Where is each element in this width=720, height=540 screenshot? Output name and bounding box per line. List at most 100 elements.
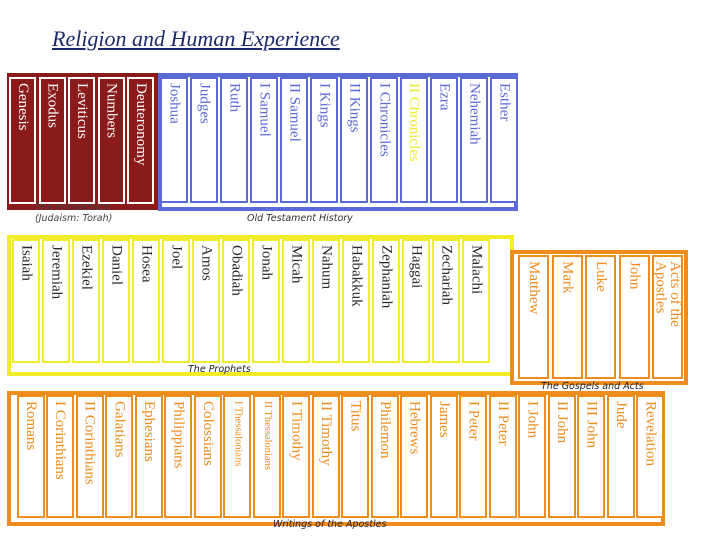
book-amos: Amos xyxy=(192,239,220,363)
book-label: II Kings xyxy=(346,83,363,133)
book-label: Haggai xyxy=(408,245,425,289)
book-label: Colossians xyxy=(200,401,216,467)
book-titus: Titus xyxy=(341,395,369,518)
book-label: I Thessalonians xyxy=(232,401,244,467)
book-label: Numbers xyxy=(103,83,120,138)
book-label: Genesis xyxy=(15,83,31,131)
book-leviticus: Leviticus xyxy=(68,77,95,204)
book-matthew: Matthew xyxy=(518,255,549,379)
book-label: Amos xyxy=(198,245,215,281)
book-label: Daniel xyxy=(108,245,125,285)
book-daniel: Daniel xyxy=(102,239,130,363)
book-label: Nehemiah xyxy=(466,83,483,145)
book-nahum: Nahum xyxy=(312,239,340,363)
book-label: Hosea xyxy=(138,245,155,283)
book-label: Romans xyxy=(23,401,39,451)
book-label: II Thessalonians xyxy=(261,401,273,470)
book-ii-kings: II Kings xyxy=(340,77,368,203)
book-label: Esther xyxy=(496,83,513,122)
book-ephesians: Ephesians xyxy=(134,395,163,518)
book-malachi: Malachi xyxy=(462,239,490,363)
book-label: II Chronicles xyxy=(406,83,423,162)
book-label: Philemon xyxy=(377,401,393,459)
book-i-samuel: I Samuel xyxy=(250,77,278,203)
book-galatians: Galatians xyxy=(105,395,133,518)
book-colossians: Colossians xyxy=(193,395,222,518)
book-label: Matthew xyxy=(526,261,542,315)
book-label: II Corinthians xyxy=(81,401,98,485)
book-ezra: Ezra xyxy=(430,77,458,203)
book-mark: Mark xyxy=(551,255,583,379)
book-philippians: Philippians xyxy=(164,395,192,518)
book-ii-peter: II Peter xyxy=(488,395,517,518)
book-label: I Peter xyxy=(465,401,482,441)
book-genesis: Genesis xyxy=(9,77,36,204)
book-label: Nahum xyxy=(318,245,335,290)
book-label: Philippians xyxy=(170,401,187,469)
book-label: Isaiah xyxy=(18,245,35,281)
writings-label: Writings of the Apostles xyxy=(273,519,387,530)
book-obadiah: Obadiah xyxy=(222,239,250,363)
book-exodus: Exodus xyxy=(38,77,66,204)
book-ii-chronicles: II Chronicles xyxy=(400,77,428,203)
book-isaiah: Isaiah xyxy=(12,239,40,363)
book-label: Zephaniah xyxy=(378,245,395,309)
book-john: John xyxy=(618,255,650,379)
book-label: I John xyxy=(524,401,541,439)
book-ii-thessalonians: II Thessalonians xyxy=(252,395,281,518)
book-ezekiel: Ezekiel xyxy=(72,239,100,363)
book-label: Habakkuk xyxy=(348,245,365,307)
book-ii-samuel: II Samuel xyxy=(280,77,308,203)
book-i-kings: I Kings xyxy=(310,77,338,203)
book-joshua: Joshua xyxy=(160,77,188,203)
book-label: Exodus xyxy=(44,83,61,128)
book-i-corinthians: I Corinthians xyxy=(46,395,74,518)
book-label: Luke xyxy=(593,261,609,292)
book-label: Revelation xyxy=(642,401,659,466)
history-label: Old Testament History xyxy=(247,213,353,224)
book-iii-john: III John xyxy=(577,395,605,518)
prophets-label: The Prophets xyxy=(188,364,251,375)
book-judges: Judges xyxy=(190,77,218,203)
book-label: II Peter xyxy=(495,401,511,446)
book-label: I Samuel xyxy=(256,83,273,137)
faded-background-books xyxy=(520,80,660,230)
book-i-john: I John xyxy=(518,395,546,518)
book-zechariah: Zechariah xyxy=(432,239,460,363)
book-deuteronomy: Deuteronomy xyxy=(127,77,154,204)
book-ii-john: II John xyxy=(547,395,576,518)
book-i-thessalonians: I Thessalonians xyxy=(223,395,251,518)
book-esther: Esther xyxy=(490,77,518,203)
book-philemon: Philemon xyxy=(370,395,399,518)
book-habakkuk: Habakkuk xyxy=(342,239,370,363)
book-label: Joel xyxy=(168,245,185,270)
book-label: I Kings xyxy=(316,83,333,128)
book-label: Judges xyxy=(196,83,213,124)
book-romans: Romans xyxy=(16,395,45,518)
book-label: Zechariah xyxy=(438,245,455,305)
book-ii-timothy: II Timothy xyxy=(311,395,340,518)
book-james: James xyxy=(429,395,458,518)
book-label: III John xyxy=(583,401,600,449)
gospels-label: The Gospels and Acts xyxy=(541,381,644,392)
book-label: II John xyxy=(554,401,570,444)
book-zephaniah: Zephaniah xyxy=(372,239,400,363)
book-ii-corinthians: II Corinthians xyxy=(75,395,104,518)
book-label: John xyxy=(626,261,643,290)
book-joel: Joel xyxy=(162,239,190,363)
book-label: Joshua xyxy=(166,83,183,124)
book-jeremiah: Jeremiah xyxy=(42,239,70,363)
book-label: Leviticus xyxy=(74,83,90,139)
book-ruth: Ruth xyxy=(220,77,248,203)
book-label: I Chronicles xyxy=(376,83,393,157)
book-label: Hebrews xyxy=(406,401,423,455)
book-label: Jeremiah xyxy=(48,245,65,300)
book-label: Ruth xyxy=(226,83,243,113)
book-label: I Corinthians xyxy=(52,401,69,480)
book-label: Micah xyxy=(288,245,305,284)
book-label: Ephesians xyxy=(141,401,157,462)
book-label: I Timothy xyxy=(288,401,305,461)
book-label: Acts of the Apostles xyxy=(652,261,683,327)
book-jonah: Jonah xyxy=(252,239,280,363)
book-i-timothy: I Timothy xyxy=(282,395,310,518)
